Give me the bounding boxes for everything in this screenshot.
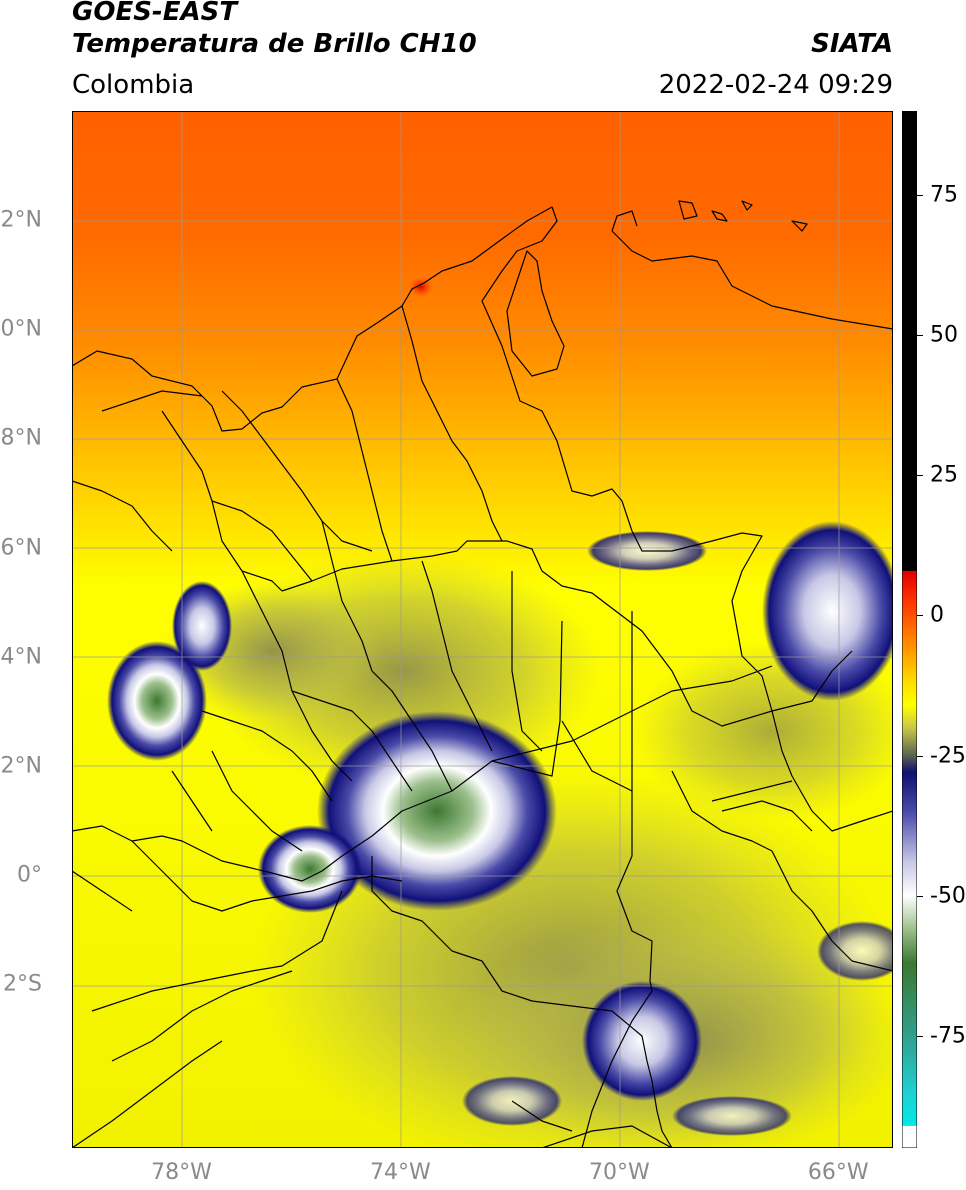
colorbar-tick-mark bbox=[917, 615, 923, 617]
lat-tick-label: 4°N bbox=[0, 644, 42, 670]
lon-tick-label: 74°W bbox=[370, 1160, 431, 1185]
colorbar-tick-mark bbox=[917, 755, 923, 757]
lat-tick-label: 0° bbox=[17, 862, 42, 888]
satellite-title: GOES-EAST bbox=[72, 0, 238, 27]
map-canvas bbox=[72, 111, 893, 1148]
lat-tick-label: 12°N bbox=[0, 207, 42, 233]
colorbar-tick-label: -50 bbox=[930, 883, 966, 909]
lat-tick-label: 8°N bbox=[0, 425, 42, 451]
hot-spot bbox=[409, 277, 433, 297]
colorbar-tick-mark bbox=[917, 475, 923, 477]
colorbar-tick-label: 75 bbox=[930, 182, 958, 208]
lat-tick-label: 2°S bbox=[3, 971, 42, 997]
borders bbox=[72, 200, 893, 1148]
lon-tick-label: 66°W bbox=[807, 1160, 869, 1185]
source-label: SIATA bbox=[811, 29, 893, 59]
colorbar-tick-label: 50 bbox=[930, 322, 958, 348]
colorbar-tick-mark bbox=[917, 895, 923, 897]
colorbar-tick-mark bbox=[917, 195, 923, 197]
colorbar-tick-mark bbox=[917, 1035, 923, 1037]
cold-cloud-tops bbox=[107, 521, 893, 1136]
colorbar-tick-label: -75 bbox=[930, 1023, 966, 1049]
datetime-label: 2022-02-24 09:29 bbox=[658, 70, 893, 100]
colorbar-tick-mark bbox=[917, 335, 923, 337]
colorbar-tick-label: 25 bbox=[930, 462, 958, 488]
lat-tick-label: 6°N bbox=[0, 535, 42, 561]
colorbar-tick-label: -25 bbox=[930, 743, 966, 769]
region-label: Colombia bbox=[72, 70, 195, 100]
lon-tick-label: 78°W bbox=[151, 1160, 212, 1185]
gridlines bbox=[72, 111, 893, 1148]
lon-tick-label: 70°W bbox=[588, 1160, 650, 1185]
brightness-temperature-map bbox=[72, 111, 893, 1148]
product-title: Temperatura de Brillo CH10 bbox=[72, 29, 477, 59]
colorbar-gradient bbox=[902, 111, 917, 1148]
colorbar-tick-label: 0 bbox=[930, 602, 944, 628]
lat-tick-label: 2°N bbox=[0, 753, 42, 779]
lat-tick-label: 10°N bbox=[0, 316, 42, 342]
colorbar bbox=[902, 111, 917, 1148]
